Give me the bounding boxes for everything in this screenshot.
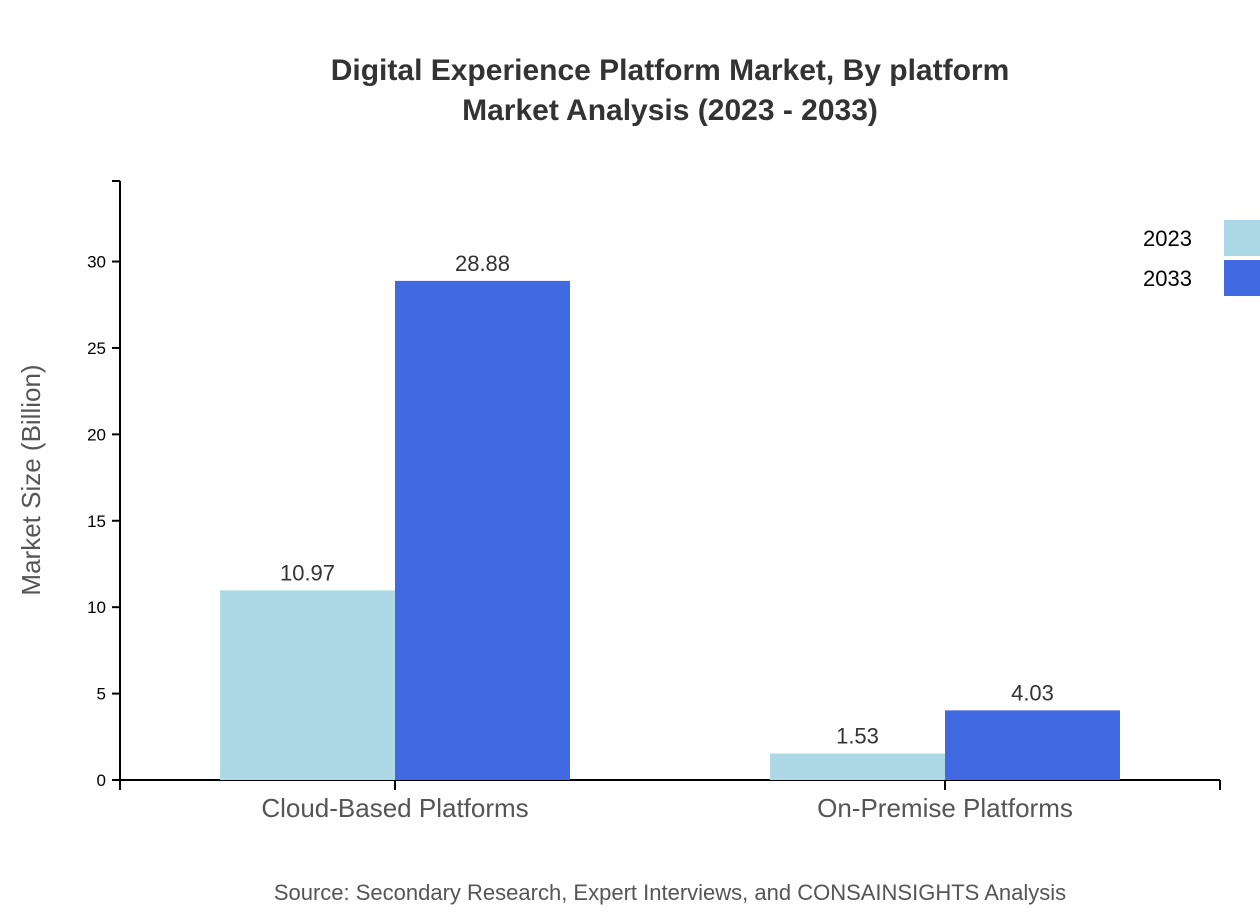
data-label: 28.88 bbox=[455, 251, 510, 276]
legend-label: 2033 bbox=[1143, 266, 1192, 291]
bar-2033-0 bbox=[395, 280, 570, 780]
data-label: 4.03 bbox=[1011, 680, 1054, 705]
y-tick-label: 5 bbox=[97, 685, 106, 704]
bar-2033-1 bbox=[945, 710, 1120, 780]
y-tick-label: 15 bbox=[87, 512, 106, 531]
data-label: 1.53 bbox=[836, 724, 879, 749]
data-label: 10.97 bbox=[280, 560, 335, 585]
y-tick-label: 10 bbox=[87, 598, 106, 617]
chart-subtitle: Market Analysis (2023 - 2033) bbox=[462, 94, 878, 127]
x-tick-label: On-Premise Platforms bbox=[817, 793, 1073, 823]
legend-label: 2023 bbox=[1143, 226, 1192, 251]
x-tick-label: Cloud-Based Platforms bbox=[261, 793, 528, 823]
legend-swatch-2023 bbox=[1224, 220, 1260, 256]
y-tick-label: 0 bbox=[97, 771, 106, 790]
y-tick-label: 20 bbox=[87, 425, 106, 444]
legend-swatch-2033 bbox=[1224, 260, 1260, 296]
y-tick-label: 30 bbox=[87, 253, 106, 272]
y-axis-label: Market Size (Billion) bbox=[16, 364, 46, 595]
y-tick-label: 25 bbox=[87, 339, 106, 358]
bar-2023-1 bbox=[770, 753, 945, 780]
source-note: Source: Secondary Research, Expert Inter… bbox=[274, 880, 1066, 905]
chart-title: Digital Experience Platform Market, By p… bbox=[331, 54, 1010, 87]
bar-2023-0 bbox=[220, 590, 395, 780]
